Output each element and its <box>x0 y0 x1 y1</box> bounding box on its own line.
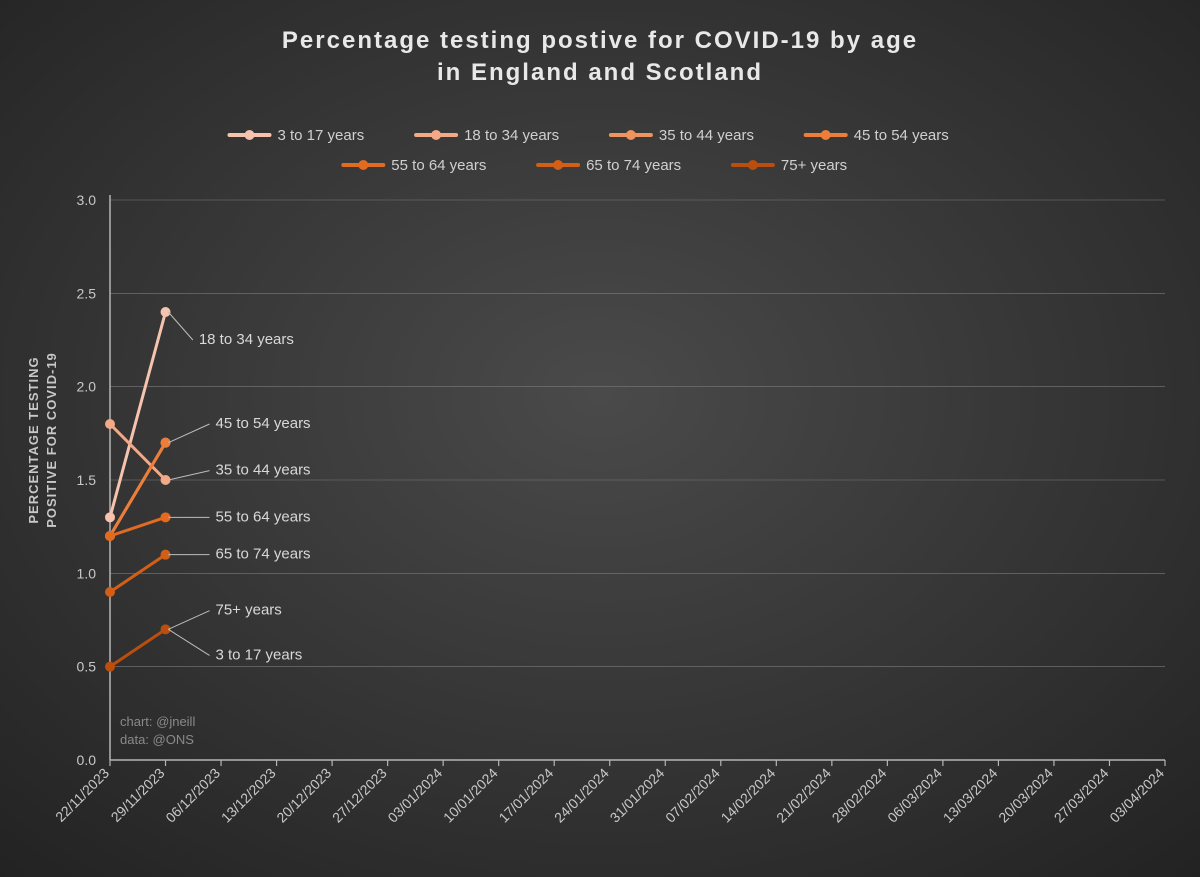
legend-label: 55 to 64 years <box>391 157 486 174</box>
legend-swatch-marker <box>245 130 255 140</box>
series-marker <box>105 587 115 597</box>
y-tick-label: 2.0 <box>77 379 97 395</box>
series-data-label: 3 to 17 years <box>216 646 303 663</box>
legend-label: 65 to 74 years <box>586 157 681 174</box>
y-tick-label: 3.0 <box>77 192 97 208</box>
legend-swatch-marker <box>358 160 368 170</box>
legend-swatch-marker <box>431 130 441 140</box>
legend-swatch-marker <box>821 130 831 140</box>
y-axis-title-1: PERCENTAGE TESTING <box>26 356 41 523</box>
legend-swatch-marker <box>626 130 636 140</box>
series-data-label: 35 to 44 years <box>216 462 311 479</box>
y-tick-label: 0.5 <box>77 659 97 675</box>
series-data-label: 55 to 64 years <box>216 508 311 525</box>
legend-label: 35 to 44 years <box>659 127 754 144</box>
series-data-label: 75+ years <box>216 602 282 619</box>
y-axis-title-2: POSITIVE FOR COVID-19 <box>44 352 59 528</box>
chart-container: Percentage testing postive for COVID-19 … <box>0 0 1200 877</box>
legend-label: 75+ years <box>781 157 847 174</box>
series-data-label: 18 to 34 years <box>199 331 294 348</box>
legend-label: 3 to 17 years <box>278 127 365 144</box>
series-marker <box>105 531 115 541</box>
credit-chart: chart: @jneill <box>120 714 195 729</box>
legend-swatch-marker <box>748 160 758 170</box>
legend-label: 18 to 34 years <box>464 127 559 144</box>
legend-swatch-marker <box>553 160 563 170</box>
y-tick-label: 0.0 <box>77 752 97 768</box>
chart-title-line2: in England and Scotland <box>437 59 763 86</box>
series-marker <box>105 662 115 672</box>
series-marker <box>161 307 171 317</box>
series-marker <box>105 419 115 429</box>
series-data-label: 65 to 74 years <box>216 546 311 563</box>
series-data-label: 45 to 54 years <box>216 415 311 432</box>
credit-data: data: @ONS <box>120 732 194 747</box>
chart-title-line1: Percentage testing postive for COVID-19 … <box>282 27 918 54</box>
legend-label: 45 to 54 years <box>854 127 949 144</box>
series-marker <box>105 512 115 522</box>
y-tick-label: 1.5 <box>77 472 97 488</box>
y-tick-label: 2.5 <box>77 285 97 301</box>
y-tick-label: 1.0 <box>77 565 97 581</box>
